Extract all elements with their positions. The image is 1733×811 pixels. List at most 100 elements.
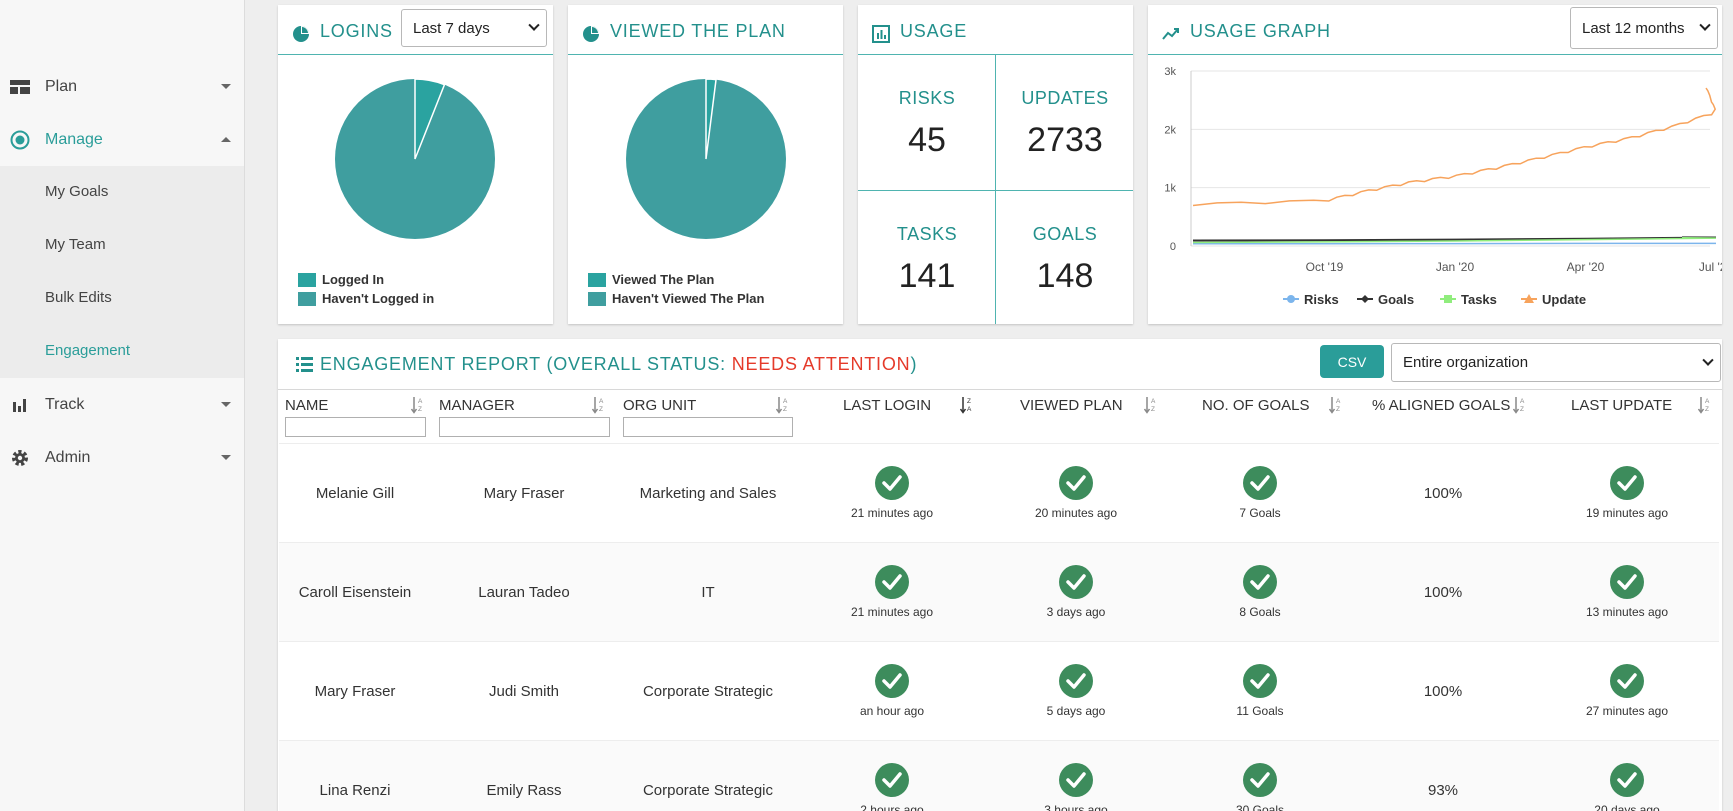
usage-graph-title: USAGE GRAPH xyxy=(1190,21,1331,41)
report-title-prefix: ENGAGEMENT REPORT (OVERALL STATUS: xyxy=(320,354,732,374)
stat-label: TASKS xyxy=(896,224,958,244)
sidebar-item-bulk-edits[interactable]: Bulk Edits xyxy=(45,289,112,306)
usage-card: USAGE RISKS 45 UPDATES 2733 TASKS 141 GO… xyxy=(858,5,1133,324)
svg-text:Z: Z xyxy=(1705,406,1709,413)
manager-filter-input[interactable] xyxy=(439,417,610,437)
aligned-goals-cell: 100% xyxy=(1423,683,1463,700)
x-tick-label: Oct '19 xyxy=(1306,260,1344,274)
sort-icon[interactable]: AZ xyxy=(1698,396,1712,414)
name-cell[interactable]: Caroll Eisenstein xyxy=(298,584,412,601)
usage-graph-card: USAGE GRAPH Last 12 months 0 1k 2k 3k Oct '1… xyxy=(1148,5,1722,324)
legend-marker xyxy=(1361,295,1369,303)
sidebar-item-my-goals[interactable]: My Goals xyxy=(45,183,109,200)
logins-range-select[interactable]: Last 7 days xyxy=(401,9,547,47)
column-header-no-of-goals[interactable]: NO. OF GOALS xyxy=(1202,397,1310,414)
viewed-plan-legend: Viewed The Plan Haven't Viewed The Plan xyxy=(588,270,764,308)
usage-line-chart: 0 1k 2k 3k Oct '19 Jan '20 Apr '20 Jul '20 Risks… xyxy=(1164,66,1722,307)
column-header-viewed-plan[interactable]: VIEWED PLAN xyxy=(1020,397,1123,414)
table-row[interactable]: Mary Fraser Judi Smith Corporate Strategic… xyxy=(279,641,1719,740)
last-login-cell: 21 minutes ago xyxy=(850,506,934,520)
nav-admin-label: Admin xyxy=(45,448,91,466)
svg-text:Z: Z xyxy=(1151,406,1155,413)
column-header-last-update[interactable]: LAST UPDATE xyxy=(1571,397,1673,414)
column-header-manager[interactable]: MANAGER xyxy=(439,397,515,414)
svg-text:Z: Z xyxy=(1336,406,1340,413)
sort-icon[interactable]: AZ xyxy=(776,396,790,414)
stat-label: RISKS xyxy=(898,88,956,108)
svg-text:A: A xyxy=(418,398,423,405)
report-title-suffix: ) xyxy=(910,354,918,374)
svg-text:A: A xyxy=(1705,398,1710,405)
legend-label: Haven't Viewed The Plan xyxy=(612,291,765,306)
status-badge: NEEDS ATTENTION xyxy=(731,354,911,374)
chevron-down-icon xyxy=(221,402,231,407)
sort-icon[interactable]: AZ xyxy=(1144,396,1158,414)
stat-tasks: TASKS 141 xyxy=(858,191,996,327)
viewed-plan-cell: 5 days ago xyxy=(1046,704,1106,718)
name-cell[interactable]: Lina Renzi xyxy=(319,782,391,799)
legend-swatch xyxy=(588,291,606,306)
logins-title: LOGINS xyxy=(320,21,393,41)
table-row[interactable]: Melanie Gill Mary Fraser Marketing and Sal… xyxy=(279,443,1719,542)
nav-admin[interactable]: Admin xyxy=(0,431,244,484)
viewed-plan-cell: 20 minutes ago xyxy=(1034,506,1118,520)
manager-cell: Lauran Tadeo xyxy=(478,584,570,601)
svg-text:Z: Z xyxy=(1520,406,1524,413)
org-unit-cell: Marketing and Sales xyxy=(639,485,777,502)
aligned-goals-cell: 100% xyxy=(1423,584,1463,601)
chevron-down-icon xyxy=(1699,19,1711,31)
usage-divider-horizontal xyxy=(858,190,1133,191)
last-update-cell: 27 minutes ago xyxy=(1585,704,1669,718)
name-filter-input[interactable] xyxy=(285,417,426,437)
table-row[interactable]: Caroll Eisenstein Lauran Tadeo IT 21 minute… xyxy=(279,542,1719,641)
chevron-down-icon xyxy=(221,455,231,460)
check-circle-icon xyxy=(1243,664,1277,698)
nav-track[interactable]: Track xyxy=(0,378,244,431)
svg-text:A: A xyxy=(783,398,788,405)
table-row[interactable]: Lina Renzi Emily Rass Corporate Strategic 2… xyxy=(279,740,1719,811)
goals-count-cell: 8 Goals xyxy=(1239,605,1281,619)
check-circle-icon xyxy=(1243,466,1277,500)
check-circle-icon xyxy=(1059,664,1093,698)
y-tick-label: 1k xyxy=(1164,183,1176,195)
legend-item: Logged In xyxy=(298,270,434,289)
stat-label: UPDATES xyxy=(1021,88,1109,108)
csv-export-button[interactable]: CSV xyxy=(1320,345,1384,378)
column-header-name[interactable]: NAME xyxy=(285,397,329,414)
stat-updates: UPDATES 2733 xyxy=(996,55,1134,191)
scope-select-value: Entire organization xyxy=(1403,354,1529,371)
bar-chart-icon xyxy=(10,395,30,415)
sidebar-item-my-team[interactable]: My Team xyxy=(45,236,106,253)
viewed-plan-card: VIEWED THE PLAN Viewed The Plan Haven't … xyxy=(568,5,843,324)
check-circle-icon xyxy=(875,466,909,500)
column-header-aligned-goals[interactable]: % ALIGNED GOALS xyxy=(1372,397,1511,414)
name-cell[interactable]: Mary Fraser xyxy=(314,683,396,700)
column-header-org-unit[interactable]: ORG UNIT xyxy=(623,397,697,414)
sort-icon[interactable]: AZ xyxy=(592,396,606,414)
usage-header: USAGE xyxy=(858,5,1133,55)
scope-select[interactable]: Entire organization xyxy=(1391,343,1721,382)
sort-icon[interactable]: AZ xyxy=(411,396,425,414)
legend-item: Haven't Viewed The Plan xyxy=(588,289,764,308)
last-update-cell: 20 days ago xyxy=(1594,803,1660,811)
nav-manage[interactable]: Manage xyxy=(0,113,244,166)
legend-marker xyxy=(1444,295,1452,303)
stat-value: 2733 xyxy=(1027,121,1103,159)
stat-risks: RISKS 45 xyxy=(858,55,996,191)
usage-graph-range-select[interactable]: Last 12 months xyxy=(1570,7,1718,49)
nav-plan[interactable]: Plan xyxy=(0,60,244,113)
name-cell[interactable]: Melanie Gill xyxy=(315,485,395,502)
x-tick-label: Jul '20 xyxy=(1699,260,1722,274)
sort-icon[interactable]: ZA xyxy=(960,396,974,414)
y-tick-label: 3k xyxy=(1164,66,1176,78)
pie-slice-viewed xyxy=(705,78,717,160)
x-tick-label: Jan '20 xyxy=(1436,260,1475,274)
org-unit-filter-input[interactable] xyxy=(623,417,793,437)
svg-text:A: A xyxy=(1520,398,1525,405)
sidebar-item-engagement[interactable]: Engagement xyxy=(45,342,131,359)
sort-icon[interactable]: AZ xyxy=(1329,396,1343,414)
viewed-plan-cell: 3 hours ago xyxy=(1044,803,1108,811)
column-header-last-login[interactable]: LAST LOGIN xyxy=(843,397,932,414)
svg-text:Z: Z xyxy=(783,406,787,413)
sort-icon[interactable]: AZ xyxy=(1513,396,1527,414)
